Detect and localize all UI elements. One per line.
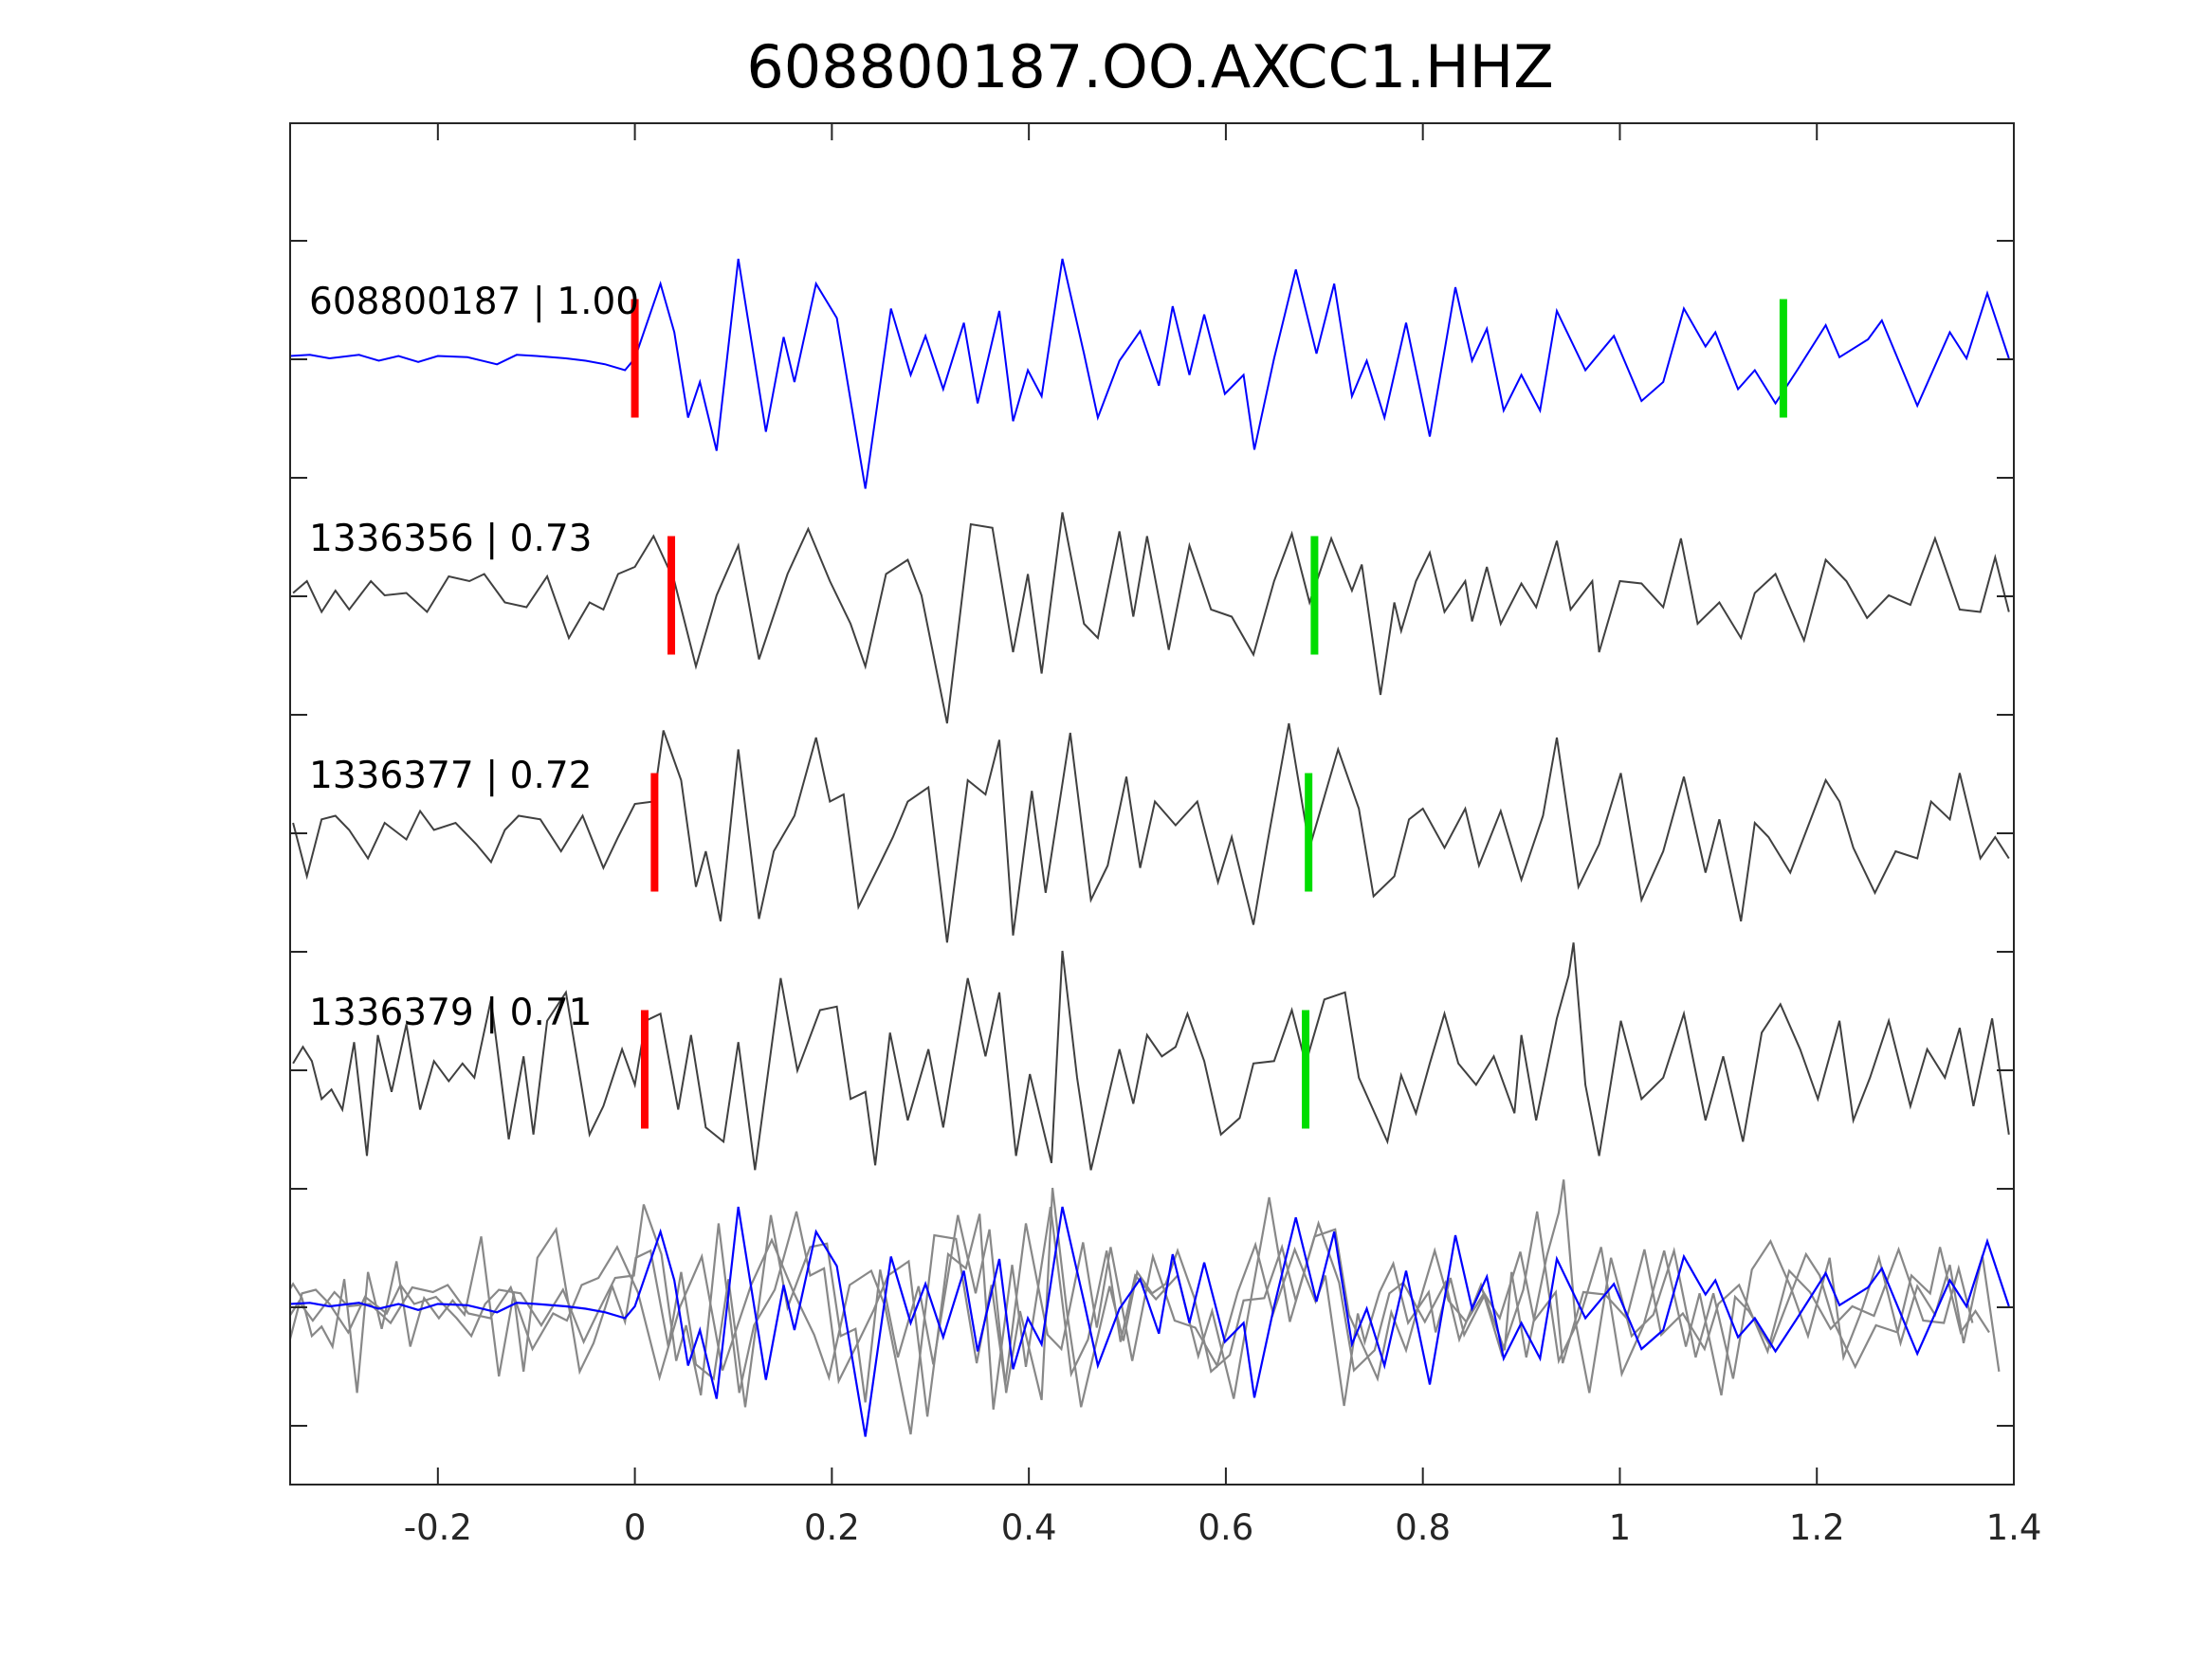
trace-label: 608800187 | 1.00 <box>309 281 639 323</box>
overlay-trace-1336379 <box>290 1179 2001 1408</box>
x-tick-label: 0.6 <box>1197 1507 1253 1548</box>
trace-1336356 <box>292 512 2010 724</box>
x-tick-label: 0.8 <box>1395 1507 1451 1548</box>
trace-label: 1336379 | 0.71 <box>309 992 592 1034</box>
x-tick-label: 1.4 <box>1986 1507 2042 1548</box>
x-tick-label: 0 <box>624 1507 647 1548</box>
trace-label: 1336356 | 0.73 <box>309 518 592 560</box>
axes-frame <box>289 122 2015 1486</box>
axes-layer: -0.2 0 0.2 0.4 0.6 0.8 1 1.2 1.4 <box>289 122 2042 1548</box>
traces-layer: 608800187 | 1.00 1336356 | 0.73 1336377 | … <box>290 258 2010 1437</box>
trace-608800187 <box>290 258 2010 489</box>
overlay-trace-1336377 <box>290 1196 1990 1417</box>
chart-title: 608800187.OO.AXCC1.HHZ <box>746 32 1553 101</box>
x-tick-label: 0.2 <box>804 1507 860 1548</box>
trace-1336377 <box>292 722 2010 943</box>
overlay-template-trace <box>290 1206 2010 1437</box>
trace-1336379 <box>292 942 2010 1171</box>
x-tick-label: 1.2 <box>1789 1507 1845 1548</box>
overlay-trace-1336356 <box>290 1223 1974 1435</box>
x-tick-label: -0.2 <box>404 1507 472 1548</box>
trace-label: 1336377 | 0.72 <box>309 755 592 797</box>
x-tick-label: 1 <box>1609 1507 1632 1548</box>
plot-area <box>290 258 2010 1437</box>
x-tick-label: 0.4 <box>1001 1507 1057 1548</box>
